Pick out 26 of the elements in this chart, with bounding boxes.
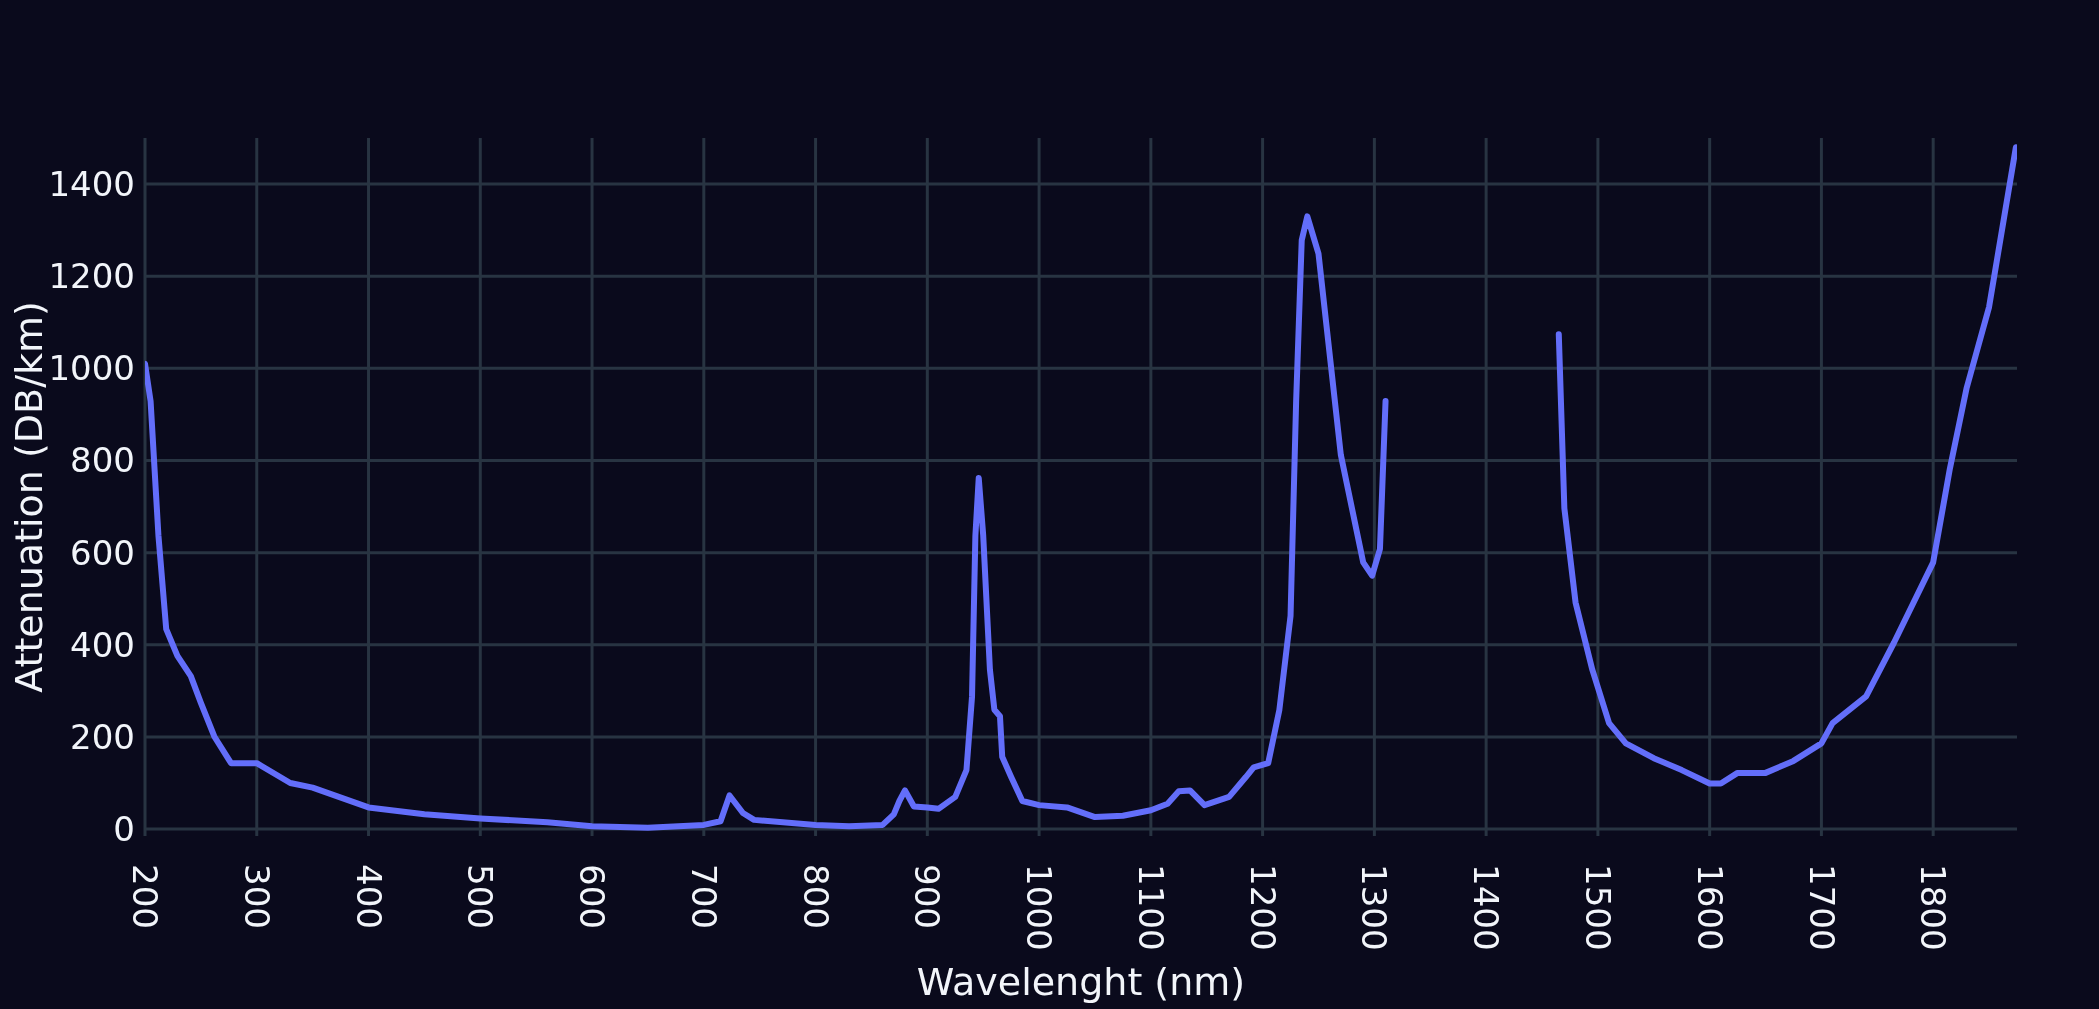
x-tick-label: 500 <box>460 864 501 929</box>
x-tick-label: 800 <box>795 864 836 929</box>
y-tick-label: 0 <box>113 808 135 849</box>
x-axis-title: Wavelenght (nm) <box>916 960 1246 1004</box>
x-tick-label: 600 <box>572 864 613 929</box>
x-tick-label: 1200 <box>1242 864 1283 951</box>
x-tick-label: 300 <box>236 864 277 929</box>
x-tick-label: 1100 <box>1130 864 1171 951</box>
x-tick-label: 700 <box>683 864 724 929</box>
x-tick-label: 900 <box>907 864 948 929</box>
x-tick-label: 400 <box>348 864 389 929</box>
x-tick-label: 1300 <box>1354 864 1395 951</box>
y-axis-title: Attenuation (DB/km) <box>7 301 51 693</box>
x-tick-label: 1400 <box>1466 864 1507 951</box>
x-tick-label: 1800 <box>1913 864 1954 951</box>
y-tick-label: 600 <box>70 532 135 573</box>
y-tick-label: 1000 <box>48 348 135 389</box>
x-tick-label: 1000 <box>1019 864 1060 951</box>
x-tick-label: 1700 <box>1801 864 1842 951</box>
y-tick-label: 1400 <box>48 163 135 204</box>
y-tick-label: 400 <box>70 624 135 665</box>
x-tick-label: 1500 <box>1578 864 1618 951</box>
x-tick-label: 1600 <box>1689 864 1730 951</box>
y-tick-label: 800 <box>70 440 135 481</box>
y-tick-label: 1200 <box>48 256 135 297</box>
y-tick-label: 200 <box>70 716 135 757</box>
